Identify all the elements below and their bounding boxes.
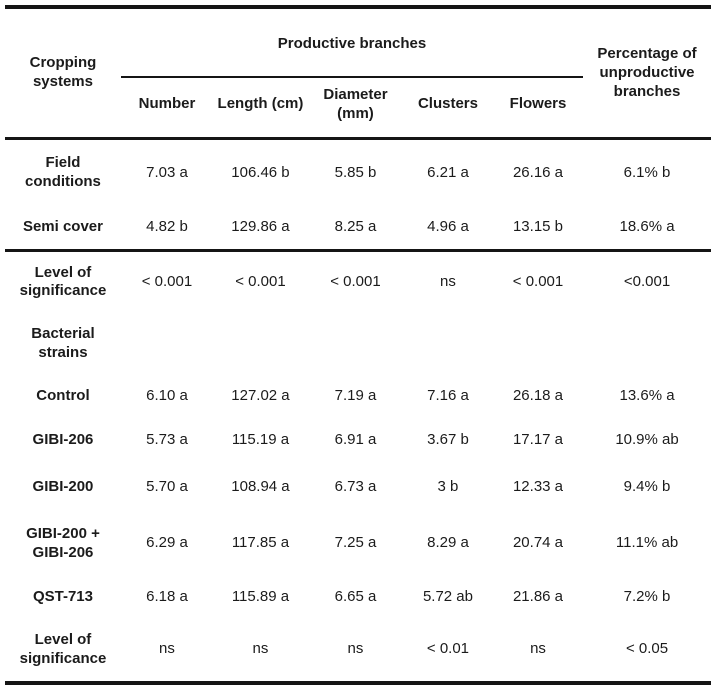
header-number: Number [138, 95, 196, 113]
header-cropping-systems: Cropping systems [29, 54, 97, 91]
value-cell: 115.19 a [231, 431, 290, 449]
value-cell: < 0.05 [625, 640, 669, 658]
value-cell: 6.73 a [334, 478, 377, 495]
value-cell: 4.82 b [120, 205, 213, 252]
value-cell: < 0.001 [235, 272, 286, 290]
table-row-gibi-200-plus-206: GIBI-200 + GIBI-206 6.29 a 117.85 a 7.25… [5, 511, 711, 577]
value-cell: < 0.01 [426, 640, 470, 658]
header-clusters: Clusters [417, 95, 478, 113]
value-cell: < 0.001 [512, 272, 564, 290]
value-cell: 4.96 a [402, 205, 493, 252]
row-label: Control [36, 386, 90, 404]
value-cell [403, 313, 493, 375]
table-row-gibi-200: GIBI-200 5.70 a 108.94 a 6.73 a 3 b 12.3… [5, 464, 711, 511]
table-row-semi-cover: Semi cover 4.82 b 129.86 a 8.25 a 4.96 a… [4, 205, 712, 252]
value-cell: 127.02 a [231, 386, 290, 404]
value-cell: 5.70 a [146, 478, 188, 495]
header-flowers: Flowers [509, 95, 567, 113]
table-row-gibi-206: GIBI-206 5.73 a 115.19 a 6.91 a 3.67 b 1… [5, 417, 711, 464]
header-diameter: Diameter (mm) [323, 85, 388, 122]
value-cell [583, 313, 711, 375]
value-cell: ns [252, 640, 269, 658]
value-cell: 13.15 b [492, 205, 584, 252]
table-row-level-of-significance-2: Level of significance ns ns ns < 0.01 ns… [5, 619, 711, 683]
value-cell: 13.6% a [619, 386, 675, 404]
value-cell: 6.65 a [334, 588, 377, 606]
value-cell: 7.2% b [623, 588, 671, 606]
row-label: Level of significance [19, 631, 107, 667]
table-row-qst-713: QST-713 6.18 a 115.89 a 6.65 a 5.72 ab 2… [5, 576, 711, 619]
value-cell: 8.25 a [307, 205, 403, 252]
row-label: Semi cover [4, 205, 121, 252]
row-label: GIBI-206 [32, 431, 94, 449]
value-cell: 7.03 a [146, 163, 188, 181]
value-cell: 129.86 a [212, 205, 308, 252]
value-cell [308, 313, 403, 375]
value-cell: 6.10 a [146, 386, 188, 404]
value-cell: 117.85 a [231, 534, 290, 552]
value-cell: 17.17 a [512, 431, 564, 449]
value-cell: 8.29 a [427, 534, 469, 552]
value-cell: 3 b [437, 478, 459, 495]
value-cell: ns [530, 640, 546, 658]
value-cell: ns [159, 640, 175, 658]
value-cell: 5.72 ab [422, 588, 473, 606]
value-cell: 26.18 a [512, 386, 564, 404]
value-cell: 12.33 a [512, 478, 564, 495]
value-cell: <0.001 [623, 272, 671, 290]
value-cell: 6.29 a [146, 534, 188, 552]
value-cell: < 0.001 [330, 272, 381, 290]
row-label: Field conditions [25, 154, 101, 190]
row-label: Level of significance [19, 263, 107, 300]
header-length: Length (cm) [217, 95, 304, 113]
value-cell: 6.91 a [334, 431, 377, 449]
value-cell: 7.19 a [334, 386, 377, 404]
value-cell: 21.86 a [512, 588, 564, 606]
value-cell: 6.18 a [146, 588, 188, 606]
table-row-level-of-significance-1: Level of significance < 0.001 < 0.001 < … [5, 250, 711, 313]
header-percentage-unproductive: Percentage of unproductive branches [597, 45, 697, 100]
value-cell: 10.9% ab [615, 431, 679, 449]
value-cell [121, 313, 213, 375]
row-label: Bacterial strains [31, 325, 95, 361]
value-cell: 106.46 b [231, 163, 290, 181]
value-cell: 26.16 a [512, 163, 564, 181]
value-cell: 7.16 a [427, 386, 469, 404]
table-row-control: Control 6.10 a 127.02 a 7.19 a 7.16 a 26… [5, 375, 711, 418]
value-cell [213, 313, 308, 375]
header-productive-branches: Productive branches [120, 7, 584, 78]
value-cell: 108.94 a [231, 478, 290, 495]
table-header: Cropping systems Productive branches Per… [5, 7, 711, 139]
row-label: GIBI-200 [32, 478, 94, 495]
value-cell: 6.1% b [623, 163, 671, 181]
results-table: Cropping systems Productive branches Per… [4, 5, 712, 685]
value-cell: 5.85 b [334, 163, 377, 181]
value-cell: 18.6% a [583, 205, 712, 252]
value-cell [493, 313, 583, 375]
row-label: QST-713 [32, 588, 93, 606]
value-cell: 115.89 a [231, 588, 290, 606]
value-cell: 9.4% b [623, 478, 671, 495]
value-cell: ns [440, 272, 456, 290]
value-cell: ns [347, 640, 364, 658]
value-cell: 3.67 b [427, 431, 469, 449]
value-cell: 7.25 a [334, 534, 377, 552]
value-cell: 20.74 a [512, 534, 564, 552]
value-cell: < 0.001 [141, 272, 193, 290]
row-label: GIBI-200 + GIBI-206 [26, 524, 100, 561]
value-cell: 5.73 a [146, 431, 188, 449]
value-cell: 11.1% ab [615, 534, 679, 552]
table-row-bacterial-strains: Bacterial strains [5, 313, 711, 375]
table-body: Field conditions 7.03 a 106.46 b 5.85 b … [4, 138, 712, 683]
value-cell: 6.21 a [427, 163, 469, 181]
table-row-field-conditions: Field conditions 7.03 a 106.46 b 5.85 b … [5, 139, 711, 206]
